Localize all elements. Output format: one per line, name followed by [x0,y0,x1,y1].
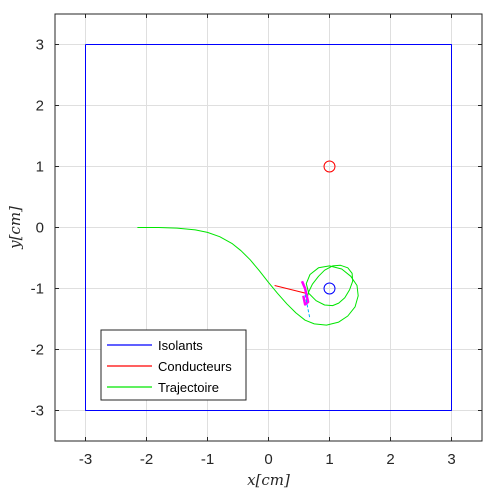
series-curve-trajectoire [137,227,359,326]
y-tick-label: -3 [31,403,44,420]
plot-area: -3 -2 -1 0 1 2 3 -3 -2 -1 0 1 2 3 [31,13,483,468]
velocity-arrow [304,294,311,320]
y-tick-label: 2 [36,98,44,115]
y-tick-label: 0 [36,220,44,237]
y-tick-label: -2 [31,342,44,359]
legend-label-isolants: Isolants [158,338,203,353]
legend-label-conducteurs: Conducteurs [158,359,232,374]
series-circle-isolants [323,282,336,295]
legend: Isolants Conducteurs Trajectoire [100,329,247,401]
x-tick-label: -1 [201,451,214,468]
x-tick-label: -3 [79,451,92,468]
series-circle-conducteurs [323,160,336,173]
x-tick-label: 3 [447,451,455,468]
series-segment-conducteurs [274,285,307,294]
y-axis-label: y[cm] [6,206,24,250]
tick-labels: -3 -2 -1 0 1 2 3 -3 -2 -1 0 1 2 3 [31,14,482,468]
series-layer [85,44,452,411]
y-tick-label: 3 [36,37,44,54]
x-tick-label: -2 [140,451,153,468]
x-axis-label: x[cm] [247,471,290,489]
series-square-boundary-isolants [85,44,452,411]
legend-label-trajectoire: Trajectoire [158,380,219,395]
y-tick-label: 1 [36,159,44,176]
x-tick-label: 0 [264,451,272,468]
x-tick-label: 1 [325,451,333,468]
axes-frame [54,13,483,442]
legend-box [100,329,247,401]
x-tick-label: 2 [386,451,394,468]
y-tick-label: -1 [31,281,44,298]
series-marker [300,280,310,306]
